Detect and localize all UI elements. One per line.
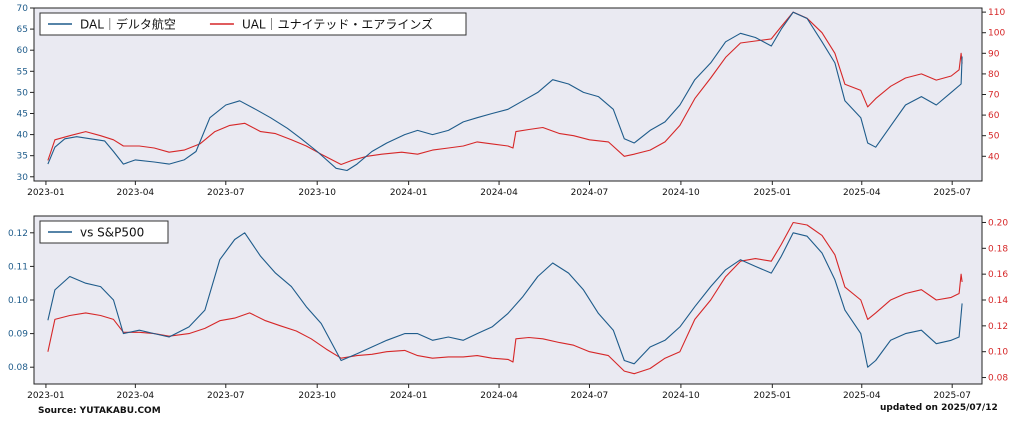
bottom-y-right-tick-label: 0.12 xyxy=(988,322,1008,332)
bottom-x-tick-label: 2023-01 xyxy=(27,391,65,401)
top-x-tick-label: 2025-04 xyxy=(843,188,881,198)
top-legend-box xyxy=(39,12,467,36)
top-y-left-tick-label: 35 xyxy=(17,152,28,162)
bottom-x-tick-label: 2025-04 xyxy=(843,391,881,401)
top-y-left-tick-label: 50 xyxy=(17,88,29,98)
top-y-left-tick-label: 65 xyxy=(17,25,28,35)
top-x-tick-label: 2023-07 xyxy=(207,188,245,198)
top-y-right-tick-label: 90 xyxy=(988,49,1000,59)
top-y-left-tick-label: 55 xyxy=(17,67,28,77)
bottom-y-right-tick-label: 0.18 xyxy=(988,244,1008,254)
bottom-y-right-tick-label: 0.14 xyxy=(988,296,1008,306)
top-y-left-tick-label: 30 xyxy=(17,173,29,183)
updated-label: updated on 2025/07/12 xyxy=(880,403,998,413)
bottom-series-ual-line xyxy=(47,221,963,375)
top-series-dal-line xyxy=(47,11,963,172)
top-x-tick-label: 2023-01 xyxy=(27,188,65,198)
top-y-left-tick-label: 60 xyxy=(17,46,29,56)
top-y-left-tick-label: 40 xyxy=(17,131,29,141)
top-x-tick-label: 2025-07 xyxy=(933,188,971,198)
top-y-right-tick-label: 60 xyxy=(988,111,1000,121)
bottom-y-left-tick-label: 0.08 xyxy=(8,363,28,373)
top-legend-label: UAL｜ユナイテッド・エアラインズ xyxy=(242,17,433,32)
bottom-x-tick-label: 2024-01 xyxy=(390,391,428,401)
top-x-tick-label: 2024-10 xyxy=(662,188,700,198)
bottom-plot-area xyxy=(33,215,983,385)
bottom-chart-panel: 2023-01 2023-04 2023-07 2023-10 2024-01 2024-… xyxy=(8,215,1008,401)
top-y-left-tick-label: 45 xyxy=(17,109,28,119)
bottom-y-left-tick-label: 0.12 xyxy=(8,229,28,239)
top-x-tick-label: 2025-01 xyxy=(754,188,792,198)
bottom-y-right-tick-label: 0.08 xyxy=(988,374,1008,384)
top-legend-label: DAL｜デルタ航空 xyxy=(80,17,176,32)
top-x-tick-label: 2024-07 xyxy=(571,188,609,198)
top-chart-panel: 2023-01 2023-04 2023-07 2023-10 2024-01 2024-… xyxy=(17,4,1006,198)
bottom-y-left-tick-label: 0.09 xyxy=(8,330,28,340)
bottom-x-tick-label: 2024-07 xyxy=(571,391,609,401)
top-y-right-tick-label: 100 xyxy=(988,29,1005,39)
top-y-right-tick-label: 70 xyxy=(988,91,1000,101)
top-x-tick-label: 2024-04 xyxy=(480,188,518,198)
bottom-y-left-tick-label: 0.11 xyxy=(8,262,28,272)
bottom-x-tick-label: 2025-01 xyxy=(754,391,792,401)
bottom-x-tick-label: 2023-04 xyxy=(117,391,155,401)
top-y-right-tick-label: 40 xyxy=(988,152,1000,162)
bottom-x-tick-label: 2024-10 xyxy=(662,391,700,401)
bottom-series-dal-line xyxy=(47,232,963,368)
top-x-tick-label: 2023-10 xyxy=(298,188,336,198)
top-x-tick-label: 2024-01 xyxy=(390,188,428,198)
source-label: Source: YUTAKABU.COM xyxy=(38,406,161,416)
top-series-ual-line xyxy=(47,11,963,166)
top-y-left-tick-label: 70 xyxy=(17,4,29,14)
bottom-y-right-tick-label: 0.10 xyxy=(988,348,1008,358)
bottom-x-tick-label: 2023-07 xyxy=(207,391,245,401)
top-x-tick-label: 2023-04 xyxy=(117,188,155,198)
bottom-x-tick-label: 2025-07 xyxy=(933,391,971,401)
top-y-right-tick-label: 110 xyxy=(988,8,1005,18)
bottom-legend-label: vs S&P500 xyxy=(80,226,144,240)
bottom-legend-box xyxy=(39,220,169,244)
bottom-x-tick-label: 2023-10 xyxy=(298,391,336,401)
bottom-x-tick-label: 2024-04 xyxy=(480,391,518,401)
bottom-y-left-tick-label: 0.10 xyxy=(8,296,28,306)
top-y-right-tick-label: 50 xyxy=(988,132,1000,142)
bottom-y-right-tick-label: 0.20 xyxy=(988,218,1008,228)
bottom-y-right-tick-label: 0.16 xyxy=(988,270,1008,280)
top-y-right-tick-label: 80 xyxy=(988,70,1000,80)
